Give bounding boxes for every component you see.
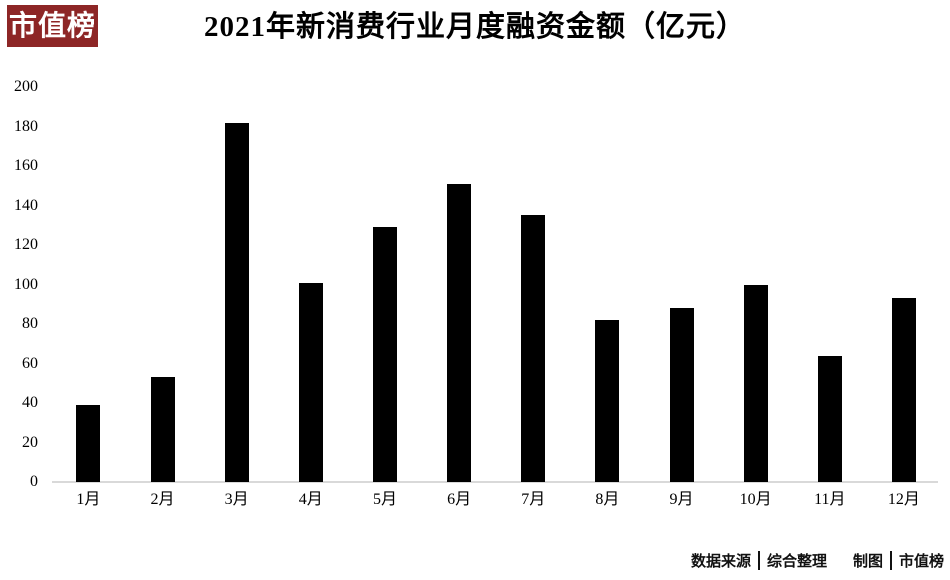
x-axis-label: 10月 xyxy=(739,491,772,508)
y-axis-tick-label: 200 xyxy=(14,78,38,95)
y-axis-tick-label: 100 xyxy=(14,275,38,293)
chart-credit-label: 制图 xyxy=(852,553,883,570)
y-axis-tick-label: 180 xyxy=(14,117,38,135)
x-axis-label: 12月 xyxy=(887,491,920,508)
x-axis-label: 8月 xyxy=(595,491,620,508)
x-axis-label: 5月 xyxy=(372,491,397,508)
bar-2月 xyxy=(150,377,175,482)
footer-divider-icon xyxy=(757,551,760,570)
bar-3月 xyxy=(224,122,249,482)
bar-11月 xyxy=(817,355,842,482)
bar-6月 xyxy=(447,183,472,482)
y-axis-tick-label: 80 xyxy=(22,315,38,332)
x-axis-label: 11月 xyxy=(814,491,846,508)
bar-5月 xyxy=(372,227,397,482)
x-axis-label: 4月 xyxy=(298,491,323,508)
chart-credit-value: 市值榜 xyxy=(898,553,944,570)
x-axis-label: 1月 xyxy=(76,491,101,508)
y-axis-tick-label: 140 xyxy=(14,196,38,214)
y-axis-tick-label: 40 xyxy=(22,394,38,411)
y-axis-tick-label: 60 xyxy=(22,354,38,372)
y-axis-tick-label: 160 xyxy=(14,157,38,174)
y-axis-tick-label: 20 xyxy=(22,433,38,451)
x-axis-label: 9月 xyxy=(669,491,694,508)
x-axis-line xyxy=(52,481,938,483)
data-source-label: 数据来源 xyxy=(690,553,751,570)
chart-title: 2021年新消费行业月度融资金额（亿元） xyxy=(203,11,746,43)
bar-12月 xyxy=(891,298,916,482)
bar-1月 xyxy=(76,404,101,482)
y-axis-tick-label: 0 xyxy=(30,473,38,490)
footer-credits: 数据来源 综合整理 制图 市值榜 xyxy=(691,550,944,571)
x-axis-label: 3月 xyxy=(224,491,249,508)
bar-4月 xyxy=(298,282,323,482)
bar-8月 xyxy=(595,320,620,482)
y-axis-tick-label: 120 xyxy=(14,236,38,253)
x-axis-label: 6月 xyxy=(447,491,472,508)
brand-logo: 市值榜 xyxy=(7,5,98,47)
x-axis-label: 7月 xyxy=(521,491,546,508)
bar-7月 xyxy=(521,215,546,482)
data-source-value: 综合整理 xyxy=(766,553,827,570)
brand-logo-text: 市值榜 xyxy=(8,10,96,41)
bar-9月 xyxy=(669,308,694,482)
footer-divider-icon xyxy=(889,551,892,570)
bar-10月 xyxy=(743,284,768,482)
x-axis-label: 2月 xyxy=(150,491,175,508)
